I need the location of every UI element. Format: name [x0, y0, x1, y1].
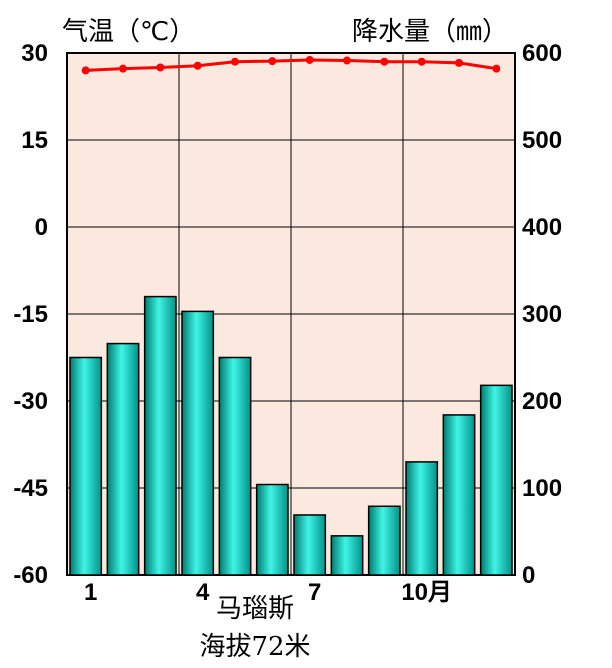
temperature-line — [81, 55, 501, 75]
temperature-point — [343, 56, 351, 65]
left-tick-label: 15 — [21, 127, 48, 154]
x-tick-label: 1 — [84, 579, 97, 606]
precip-bar — [218, 356, 252, 576]
precip-bar — [106, 342, 140, 576]
temperature-point — [305, 55, 314, 64]
precip-bar — [255, 483, 289, 576]
temperature-point — [156, 63, 165, 72]
grid-lines — [67, 53, 515, 575]
precip-bar — [479, 384, 513, 576]
temperature-point — [231, 57, 239, 66]
left-tick-label: 0 — [35, 214, 48, 241]
temperature-point — [81, 66, 90, 75]
right-tick-label: 300 — [522, 301, 562, 328]
precip-bar — [442, 414, 476, 576]
left-tick-label: 30 — [21, 40, 48, 67]
precipitation-bars — [69, 295, 513, 576]
right-axis-ticks: 600 500 400 300 200 100 0 — [522, 40, 562, 589]
precip-bar — [405, 461, 439, 576]
precip-bar — [330, 535, 364, 576]
temperature-point — [417, 57, 426, 66]
right-tick-label: 600 — [522, 40, 562, 67]
precip-bar — [293, 514, 327, 576]
temperature-point — [380, 57, 389, 66]
left-tick-label: -60 — [13, 562, 48, 589]
right-tick-label: 500 — [522, 127, 562, 154]
precip-bar — [69, 356, 103, 576]
temperature-polyline — [85, 58, 497, 72]
temperature-point — [492, 64, 501, 73]
temperature-point — [268, 57, 277, 66]
left-axis-ticks: 30 15 0 -15 -30 -45 -60 — [13, 40, 48, 589]
precip-bar — [181, 310, 215, 576]
temperature-point — [193, 61, 202, 70]
x-tick-label: 7 — [308, 579, 321, 606]
x-tick-label: 4 — [196, 579, 210, 606]
precip-bar — [367, 505, 401, 576]
left-tick-label: -30 — [13, 388, 48, 415]
station-elevation: 海拔72米 — [199, 632, 310, 662]
temperature-point — [119, 64, 127, 73]
x-tick-label: 10月 — [401, 579, 452, 606]
left-axis-title: 气温（℃） — [62, 17, 195, 47]
temperature-point — [455, 58, 463, 67]
station-name: 马瑙斯 — [216, 594, 294, 624]
x-axis-ticks: 1 4 7 10月 — [84, 579, 452, 606]
left-tick-label: -45 — [13, 475, 48, 502]
right-axis-title: 降水量（㎜） — [352, 17, 508, 47]
right-tick-label: 200 — [522, 388, 562, 415]
left-tick-label: -15 — [13, 301, 48, 328]
right-tick-label: 400 — [522, 214, 562, 241]
right-tick-label: 0 — [522, 562, 535, 589]
right-tick-label: 100 — [522, 475, 562, 502]
precip-bar — [143, 295, 177, 576]
